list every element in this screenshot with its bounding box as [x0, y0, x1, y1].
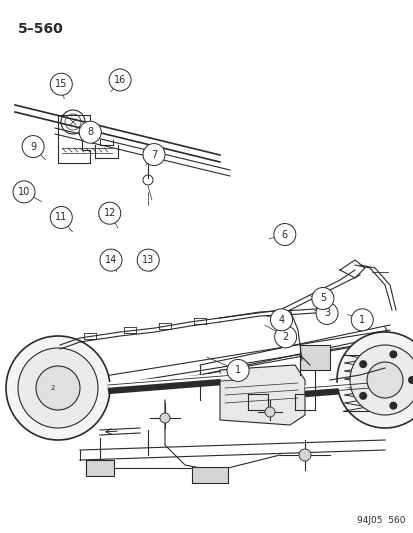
Circle shape — [358, 392, 366, 400]
Circle shape — [388, 402, 396, 410]
Circle shape — [270, 309, 292, 331]
Circle shape — [298, 449, 310, 461]
Circle shape — [315, 302, 337, 325]
Circle shape — [100, 249, 122, 271]
Circle shape — [349, 345, 413, 415]
Circle shape — [50, 73, 72, 95]
Circle shape — [226, 359, 249, 382]
Text: 5: 5 — [319, 294, 325, 303]
Circle shape — [50, 206, 72, 229]
Text: 16: 16 — [114, 75, 126, 85]
Text: 10: 10 — [18, 187, 30, 197]
Circle shape — [137, 249, 159, 271]
Circle shape — [274, 326, 296, 348]
Polygon shape — [192, 467, 228, 483]
Circle shape — [36, 366, 80, 410]
Text: 6: 6 — [281, 230, 287, 239]
Polygon shape — [219, 365, 304, 425]
Text: 1: 1 — [358, 315, 364, 325]
Text: 11: 11 — [55, 213, 67, 222]
Circle shape — [311, 287, 333, 310]
Text: 1: 1 — [235, 366, 240, 375]
Text: 8: 8 — [87, 127, 93, 137]
Text: 5–560: 5–560 — [18, 22, 64, 36]
Circle shape — [366, 362, 402, 398]
Circle shape — [98, 202, 121, 224]
Circle shape — [79, 121, 101, 143]
Circle shape — [388, 350, 396, 358]
Polygon shape — [86, 460, 114, 476]
Text: 2: 2 — [51, 385, 55, 391]
Text: 2: 2 — [282, 332, 288, 342]
Circle shape — [358, 360, 366, 368]
Circle shape — [142, 143, 165, 166]
Circle shape — [264, 407, 274, 417]
Circle shape — [18, 348, 98, 428]
Text: 9: 9 — [30, 142, 36, 151]
Circle shape — [22, 135, 44, 158]
Circle shape — [109, 69, 131, 91]
Text: 14: 14 — [104, 255, 117, 265]
Text: 94J05  560: 94J05 560 — [357, 516, 405, 525]
Text: 7: 7 — [150, 150, 157, 159]
Circle shape — [350, 309, 373, 331]
Text: 15: 15 — [55, 79, 67, 89]
Text: 3: 3 — [323, 309, 329, 318]
Text: 13: 13 — [142, 255, 154, 265]
Circle shape — [159, 413, 170, 423]
Polygon shape — [299, 345, 329, 370]
Text: 4: 4 — [278, 315, 284, 325]
Text: 12: 12 — [103, 208, 116, 218]
Circle shape — [407, 376, 413, 384]
Circle shape — [336, 332, 413, 428]
Circle shape — [13, 181, 35, 203]
Circle shape — [273, 223, 295, 246]
Circle shape — [6, 336, 110, 440]
